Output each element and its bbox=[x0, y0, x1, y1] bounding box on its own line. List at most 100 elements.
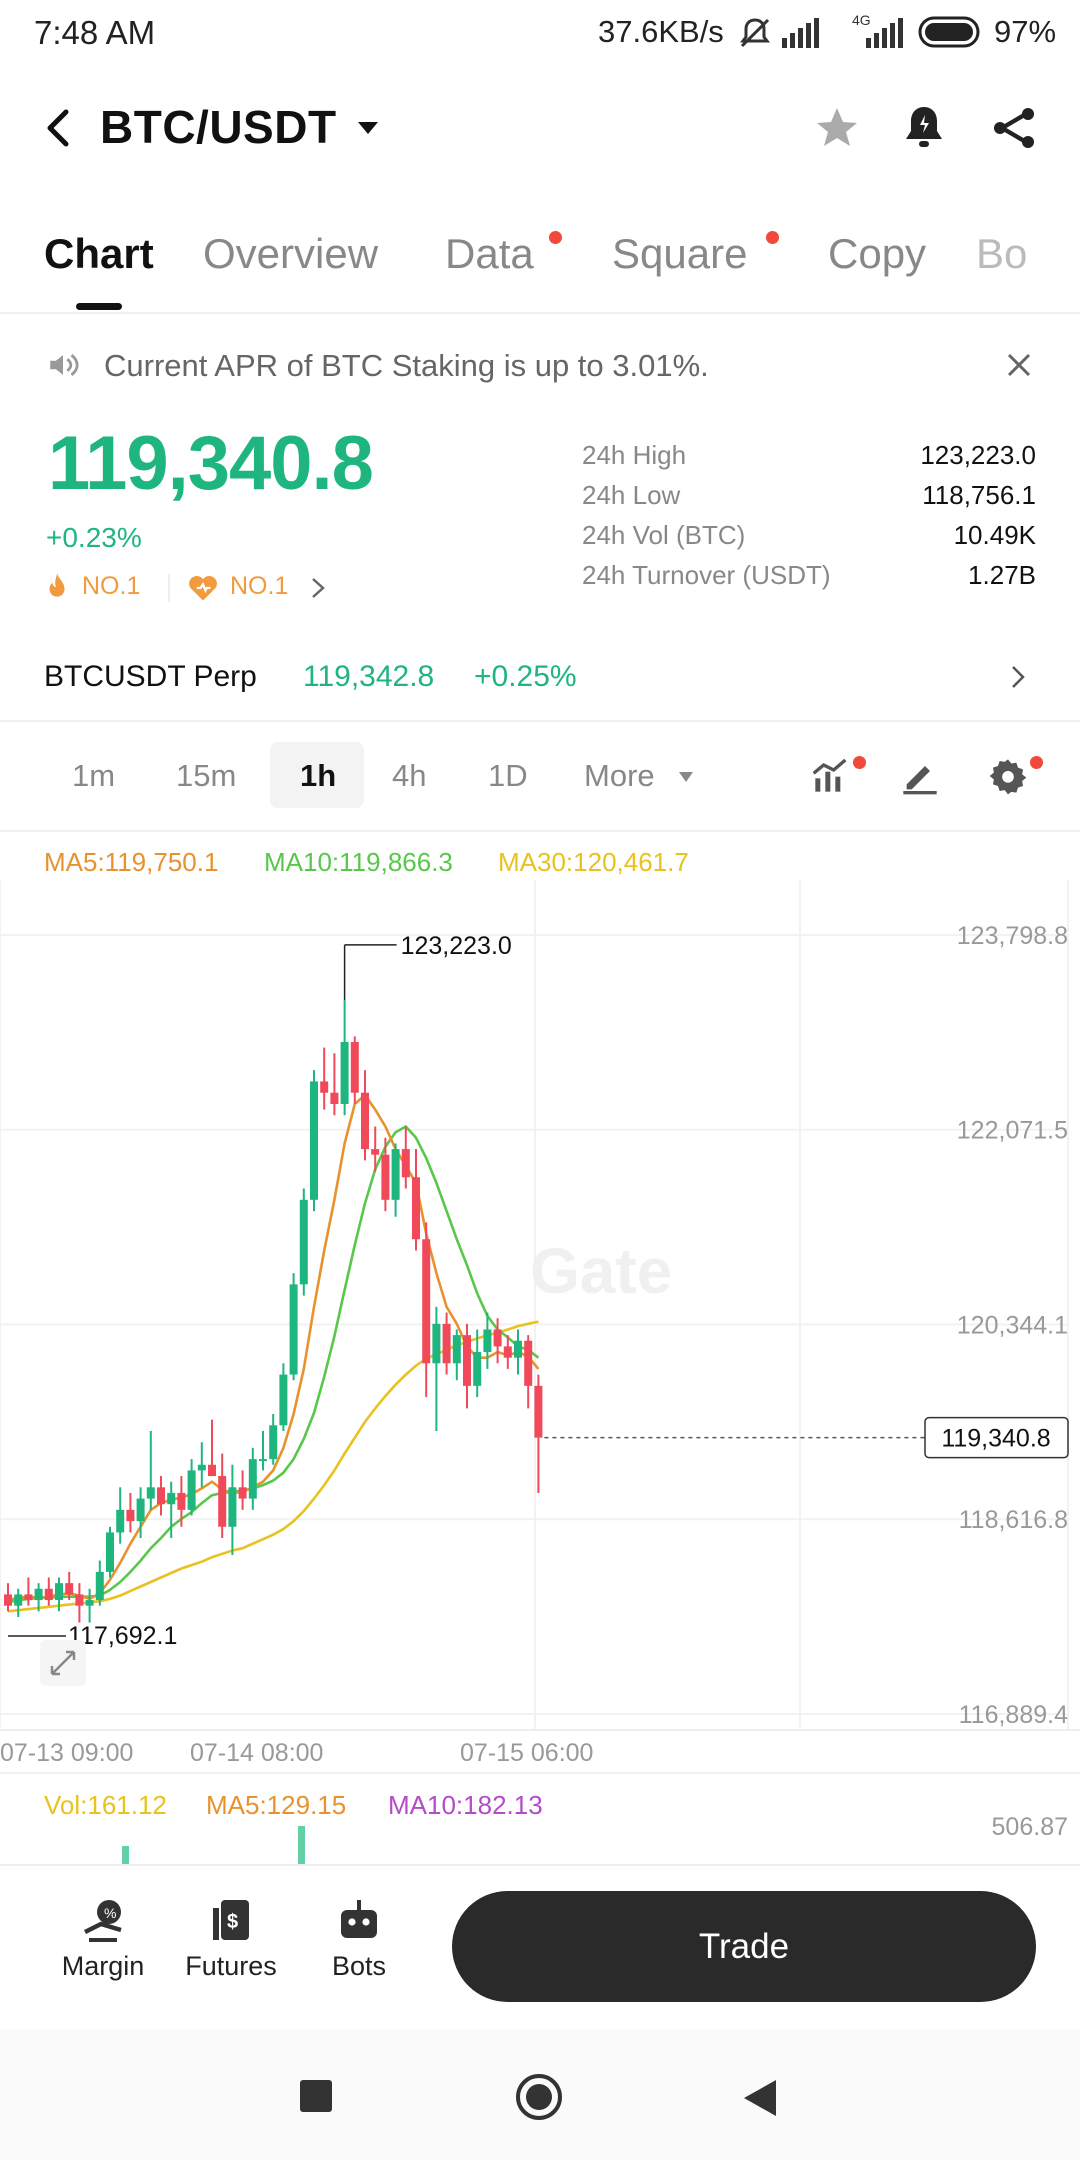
candle-body bbox=[473, 1352, 482, 1386]
heart-icon bbox=[189, 575, 217, 601]
caret-down-icon[interactable] bbox=[356, 120, 380, 136]
speaker-icon bbox=[50, 353, 79, 377]
share-icon[interactable] bbox=[990, 104, 1038, 152]
candle-body bbox=[24, 1594, 33, 1601]
candle-body bbox=[95, 1571, 104, 1601]
settings-gear-icon[interactable] bbox=[988, 756, 1028, 796]
close-icon[interactable] bbox=[1006, 352, 1032, 378]
vol-ma5-legend: MA5:129.15 bbox=[206, 1790, 347, 1820]
rank-hot[interactable]: NO.1 bbox=[82, 572, 141, 600]
candle-body bbox=[85, 1600, 94, 1606]
x-tick-label: 07-14 08:00 bbox=[190, 1739, 323, 1767]
ma10-legend: MA10:119,866.3 bbox=[264, 847, 453, 877]
candle-body bbox=[289, 1284, 298, 1375]
candle-body bbox=[391, 1149, 400, 1200]
candle-body bbox=[452, 1335, 461, 1364]
signal-icon bbox=[782, 18, 819, 48]
stat-value-vol: 10.49K bbox=[953, 520, 1036, 550]
candlestick-chart[interactable]: Gate 123,798.8 122,071.5 120,344.1 118,616.… bbox=[0, 880, 1080, 1850]
tab-square[interactable]: Square bbox=[612, 230, 748, 277]
current-price-box bbox=[924, 1416, 1069, 1459]
draw-pencil-icon[interactable] bbox=[900, 756, 940, 796]
nav-margin-label: Margin bbox=[61, 1951, 145, 1981]
candle-body bbox=[381, 1154, 390, 1200]
candle-body bbox=[534, 1385, 543, 1438]
back-nav-icon[interactable] bbox=[742, 2078, 778, 2118]
nav-bots[interactable]: Bots bbox=[304, 1896, 414, 1982]
home-icon[interactable] bbox=[514, 2072, 564, 2122]
candle-body bbox=[361, 1092, 369, 1150]
candle-body bbox=[228, 1487, 237, 1527]
volume-axis-label: 506.87 bbox=[991, 1813, 1068, 1841]
vol-legend: Vol:161.12 bbox=[44, 1790, 167, 1820]
current-price-label: 119,340.8 bbox=[941, 1425, 1050, 1453]
low-price-label: 117,692.1 bbox=[68, 1622, 177, 1650]
candle-body bbox=[75, 1594, 84, 1606]
candle-body bbox=[157, 1487, 165, 1505]
candle-body bbox=[483, 1329, 492, 1353]
candle-body bbox=[442, 1323, 451, 1364]
timeframe-15m[interactable]: 15m bbox=[176, 758, 237, 793]
candle-body bbox=[493, 1329, 502, 1347]
recents-icon[interactable] bbox=[300, 2080, 332, 2112]
indicator-icon[interactable] bbox=[812, 756, 852, 794]
candle-body bbox=[340, 1041, 349, 1104]
nav-futures[interactable]: $ Futures bbox=[176, 1896, 286, 1982]
pair-title[interactable]: BTC/USDT bbox=[100, 101, 337, 153]
stat-label-low: 24h Low bbox=[582, 480, 681, 510]
candles bbox=[4, 999, 543, 1623]
alert-bell-icon[interactable] bbox=[900, 102, 948, 152]
tab-active-indicator bbox=[76, 303, 122, 310]
star-icon[interactable] bbox=[812, 104, 862, 152]
back-icon[interactable] bbox=[44, 106, 72, 150]
tab-copy[interactable]: Copy bbox=[828, 230, 927, 277]
mute-icon bbox=[740, 18, 770, 48]
candle-body bbox=[371, 1149, 380, 1155]
candle-body bbox=[330, 1092, 339, 1104]
tab-data-badge bbox=[549, 231, 562, 244]
candle-body bbox=[126, 1509, 135, 1522]
candle-body bbox=[432, 1323, 441, 1364]
timeframe-1m[interactable]: 1m bbox=[72, 758, 116, 793]
futures-icon: $ bbox=[213, 1900, 249, 1940]
candle-body bbox=[106, 1532, 114, 1572]
battery-icon bbox=[918, 16, 980, 48]
candle-body bbox=[146, 1487, 155, 1499]
staking-notice[interactable]: Current APR of BTC Staking is up to 3.01… bbox=[104, 348, 709, 383]
status-time: 7:48 AM bbox=[34, 14, 156, 51]
bots-icon bbox=[341, 1900, 377, 1938]
candle-body bbox=[259, 1459, 267, 1462]
chevron-right-icon[interactable] bbox=[310, 576, 326, 600]
perp-label: BTCUSDT Perp bbox=[44, 660, 257, 693]
y-tick-label: 122,071.5 bbox=[957, 1117, 1068, 1145]
tab-bots-partial[interactable]: Bo bbox=[976, 230, 1028, 277]
y-tick-label: 120,344.1 bbox=[957, 1312, 1068, 1340]
network-type: 4G bbox=[852, 12, 871, 28]
more-caret-icon[interactable] bbox=[678, 771, 694, 783]
rank-favorite[interactable]: NO.1 bbox=[230, 572, 289, 600]
x-tick-label: 07-13 09:00 bbox=[0, 1739, 133, 1767]
tab-data[interactable]: Data bbox=[445, 230, 534, 277]
candle-body bbox=[248, 1459, 257, 1499]
high-price-label: 123,223.0 bbox=[401, 932, 512, 960]
candle-body bbox=[208, 1464, 216, 1477]
timeframe-4h[interactable]: 4h bbox=[392, 758, 427, 793]
trade-button[interactable]: Trade bbox=[452, 1891, 1036, 2002]
tab-chart[interactable]: Chart bbox=[44, 230, 154, 277]
candle-body bbox=[34, 1588, 43, 1601]
tab-overview[interactable]: Overview bbox=[203, 230, 379, 277]
ma5-legend: MA5:119,750.1 bbox=[44, 847, 219, 877]
perp-price: 119,342.8 bbox=[303, 660, 435, 693]
svg-text:%: % bbox=[104, 1905, 116, 1921]
perp-chevron-icon[interactable] bbox=[1010, 664, 1026, 690]
vol-ma10-legend: MA10:182.13 bbox=[388, 1790, 543, 1820]
stat-value-low: 118,756.1 bbox=[922, 480, 1036, 510]
candle-body bbox=[167, 1492, 176, 1505]
candle-body bbox=[401, 1149, 410, 1178]
nav-margin[interactable]: % Margin bbox=[48, 1896, 158, 1982]
candle-body bbox=[218, 1476, 227, 1527]
timeframe-1d[interactable]: 1D bbox=[488, 758, 528, 793]
timeframe-more[interactable]: More bbox=[584, 758, 655, 793]
y-tick-label: 123,798.8 bbox=[957, 922, 1068, 950]
timeframe-1h[interactable]: 1h bbox=[300, 758, 337, 793]
